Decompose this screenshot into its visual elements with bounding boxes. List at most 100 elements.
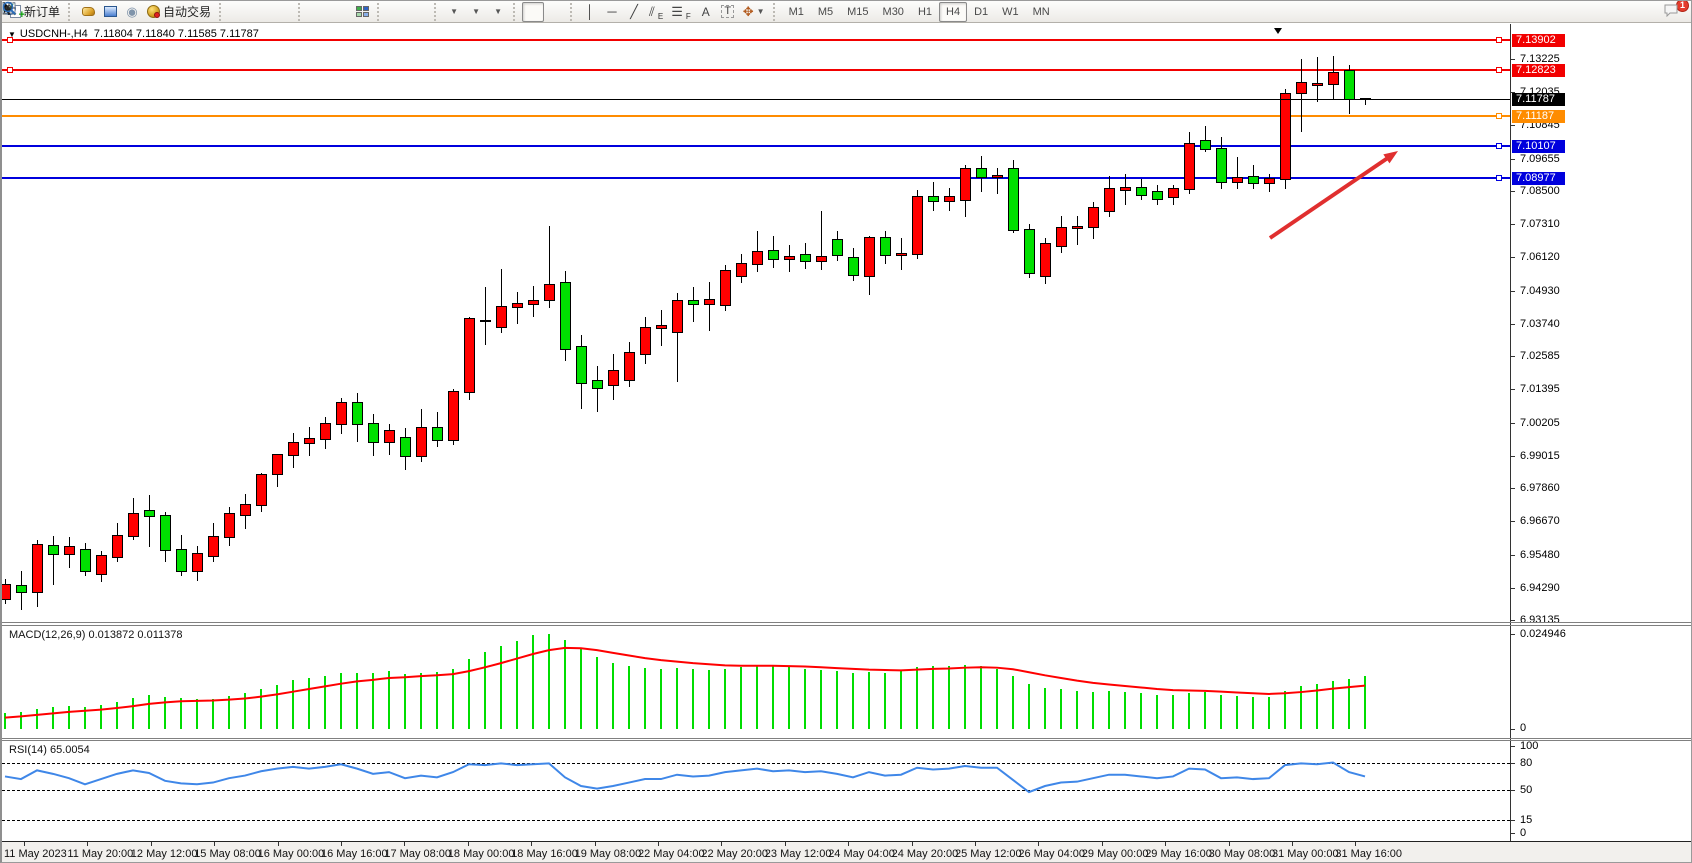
price-chart-plot[interactable] bbox=[2, 24, 1510, 622]
horizontal-level-line[interactable] bbox=[2, 176, 1510, 179]
macd-histogram-bar bbox=[1076, 690, 1078, 729]
new-order-icon: + bbox=[10, 5, 25, 21]
price-badge: 7.10107 bbox=[1512, 140, 1565, 154]
candle bbox=[1168, 188, 1179, 199]
strategy-tester-button[interactable]: ◉ bbox=[121, 2, 143, 22]
line-handle[interactable] bbox=[1496, 112, 1502, 119]
time-tick bbox=[721, 842, 723, 846]
candle-wick bbox=[549, 225, 550, 309]
candlestick-chart-button[interactable] bbox=[2, 2, 272, 22]
candle bbox=[2, 583, 11, 600]
templates-button[interactable]: ▼ bbox=[2, 2, 509, 22]
timeframe-M30-button[interactable]: M30 bbox=[882, 5, 904, 18]
text-label-tool-button[interactable]: T bbox=[717, 2, 739, 22]
notifications-button[interactable]: 1 bbox=[1662, 1, 1689, 22]
panel-separator[interactable] bbox=[2, 622, 1691, 623]
price-tick bbox=[1511, 554, 1515, 556]
candle bbox=[544, 284, 555, 302]
bar-chart-button[interactable] bbox=[2, 2, 250, 22]
line-handle[interactable] bbox=[1496, 67, 1502, 74]
line-handle[interactable] bbox=[1496, 37, 1502, 44]
line-handle[interactable] bbox=[1496, 143, 1502, 150]
arrows-tool-button[interactable]: ✥ ▼ bbox=[739, 2, 769, 22]
trend-arrow-head[interactable] bbox=[1383, 151, 1398, 164]
macd-indicator-plot[interactable] bbox=[2, 626, 1510, 738]
timeframe-D1-button[interactable]: D1 bbox=[974, 5, 989, 18]
metaeditor-icon bbox=[81, 7, 95, 16]
fibonacci-tool-button[interactable]: ☰ F bbox=[667, 2, 695, 22]
line-chart-button[interactable] bbox=[2, 2, 294, 22]
candle bbox=[768, 250, 779, 261]
timeframe-MN-button[interactable]: MN bbox=[1032, 5, 1050, 18]
search-button[interactable] bbox=[2, 1, 1656, 22]
line-handle[interactable] bbox=[7, 37, 13, 44]
panel-separator[interactable] bbox=[2, 738, 1691, 739]
candle bbox=[368, 422, 379, 444]
indicators-button[interactable]: ▼ bbox=[2, 2, 465, 22]
timeframe-M15-button[interactable]: M15 bbox=[847, 5, 869, 18]
panel-separator bbox=[2, 625, 1691, 626]
time-label: 11 May 2023 bbox=[4, 848, 67, 860]
time-label: 16 May 16:00 bbox=[321, 848, 388, 860]
macd-histogram-bar bbox=[1316, 684, 1318, 729]
macd-histogram-bar bbox=[596, 657, 598, 729]
candle bbox=[528, 300, 539, 306]
periods-button[interactable]: ▼ bbox=[3, 2, 487, 22]
auto-scroll-button[interactable] bbox=[5, 2, 408, 22]
bar-marker-icon bbox=[1274, 28, 1282, 34]
horizontal-level-line[interactable] bbox=[2, 69, 1510, 72]
zoom-out-button[interactable] bbox=[3, 2, 351, 22]
new-order-button[interactable]: + 新订单 bbox=[6, 2, 64, 22]
candle bbox=[1088, 206, 1099, 229]
candle bbox=[1120, 187, 1131, 192]
candle-wick bbox=[1317, 56, 1318, 102]
horizontal-level-line[interactable] bbox=[2, 39, 1510, 42]
line-handle[interactable] bbox=[7, 67, 13, 74]
symbol-dropdown-icon[interactable]: ▼ bbox=[8, 30, 16, 39]
terminal-button[interactable] bbox=[99, 2, 121, 22]
candle bbox=[384, 430, 395, 444]
timeframe-H4-button[interactable]: H4 bbox=[939, 1, 968, 22]
price-tick-label: 6.96670 bbox=[1520, 515, 1560, 528]
autotrading-button[interactable]: 自动交易 bbox=[143, 2, 215, 22]
equidistant-channel-tool-button[interactable]: ⫽ E bbox=[645, 2, 667, 22]
tile-windows-button[interactable] bbox=[351, 2, 373, 22]
candle bbox=[720, 269, 731, 307]
horizontal-line-tool-button[interactable]: ─ bbox=[601, 2, 623, 22]
chart-shift-button[interactable] bbox=[3, 2, 430, 22]
price-axis[interactable]: 7.132257.120357.108457.096557.085007.073… bbox=[1510, 24, 1691, 841]
cursor-tool-button[interactable] bbox=[4, 1, 545, 22]
metaeditor-button[interactable] bbox=[77, 2, 99, 22]
macd-histogram-bar bbox=[132, 697, 134, 729]
price-tick bbox=[1511, 224, 1515, 226]
rsi-indicator-plot[interactable] bbox=[2, 741, 1510, 839]
time-axis[interactable]: 11 May 2023 11 May 20:00 12 May 12:00 15 Ma… bbox=[2, 841, 1691, 862]
macd-histogram-bar bbox=[1284, 690, 1286, 729]
candle bbox=[1008, 167, 1019, 231]
vertical-line-tool-button[interactable]: │ bbox=[579, 2, 601, 22]
current-price-line bbox=[2, 99, 1510, 101]
timeframe-M5-button[interactable]: M5 bbox=[817, 5, 834, 18]
candle bbox=[192, 553, 203, 572]
text-tool-button[interactable]: A bbox=[695, 2, 717, 22]
timeframe-W1-button[interactable]: W1 bbox=[1002, 5, 1019, 18]
zoom-in-button[interactable] bbox=[3, 2, 329, 22]
rsi-axis-tick bbox=[1511, 746, 1515, 747]
horizontal-level-line[interactable] bbox=[2, 114, 1510, 117]
timeframe-H1-button[interactable]: H1 bbox=[917, 5, 932, 18]
candle bbox=[896, 252, 907, 257]
trendline-tool-button[interactable]: ╱ bbox=[623, 2, 645, 22]
candle-wick bbox=[709, 281, 710, 331]
candle bbox=[288, 442, 299, 456]
horizontal-level-line[interactable] bbox=[2, 145, 1510, 148]
price-tick bbox=[1511, 190, 1515, 192]
timeframe-M1-button[interactable]: M1 bbox=[788, 5, 804, 18]
time-tick bbox=[404, 842, 406, 846]
macd-histogram-bar bbox=[1172, 695, 1174, 729]
macd-histogram-bar bbox=[52, 706, 54, 729]
macd-histogram-bar bbox=[244, 693, 246, 729]
price-tick-label: 6.97860 bbox=[1520, 482, 1560, 495]
time-tick bbox=[1292, 842, 1293, 846]
line-handle[interactable] bbox=[1496, 174, 1502, 181]
crosshair-tool-button[interactable] bbox=[3, 2, 566, 22]
